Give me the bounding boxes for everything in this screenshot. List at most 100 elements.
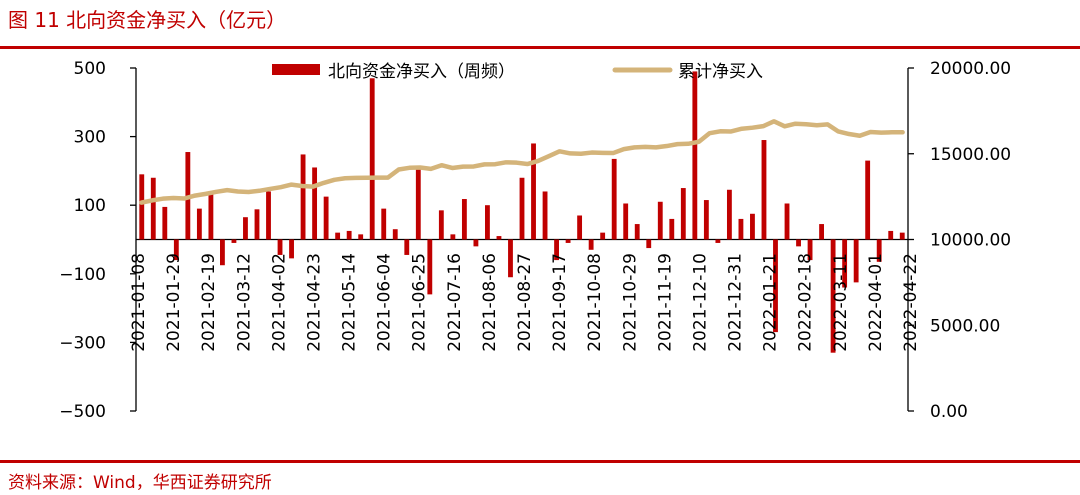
- bar: [438, 210, 444, 240]
- bar: [611, 158, 617, 240]
- x-tick-label: 2021-07-16: [445, 253, 465, 352]
- figure-title: 图 11 北向资金净买入（亿元）: [8, 8, 287, 32]
- x-tick-label: 2021-10-08: [585, 253, 605, 352]
- bar: [427, 239, 433, 295]
- bar: [300, 154, 306, 240]
- bar: [738, 218, 744, 240]
- x-tick-label: 2021-09-17: [550, 253, 570, 352]
- x-tick-label: 2022-01-21: [761, 253, 781, 352]
- bar: [277, 239, 283, 255]
- bar: [473, 239, 479, 247]
- x-axis-ticks: 2021-01-08 2021-01-29 2021-02-19 2021-03-12…: [129, 253, 921, 352]
- x-tick-label: 2022-04-01: [866, 253, 886, 352]
- bar: [312, 167, 318, 240]
- bar: [208, 193, 214, 240]
- legend-line-label: 累计净买入: [678, 62, 763, 82]
- bar: [807, 239, 813, 261]
- bar: [139, 174, 145, 240]
- bar: [750, 213, 755, 240]
- bottom-rule: [0, 460, 1080, 463]
- x-tick-label: 2021-12-10: [690, 253, 710, 352]
- bar: [565, 239, 571, 243]
- x-tick-label: 2021-10-29: [620, 253, 640, 352]
- left-tick-label: −300: [59, 333, 106, 353]
- bar: [588, 239, 594, 250]
- bar: [404, 239, 410, 255]
- bar: [646, 239, 652, 249]
- bar: [577, 215, 583, 240]
- bar: [819, 224, 824, 240]
- bar: [392, 229, 398, 240]
- x-tick-label: 2022-03-11: [831, 253, 851, 352]
- bar: [346, 230, 352, 240]
- bar: [461, 199, 467, 240]
- bar: [784, 203, 790, 240]
- x-tick-label: 2021-12-31: [726, 253, 746, 352]
- bar: [669, 218, 675, 240]
- bar: [323, 196, 329, 240]
- bar: [761, 140, 767, 240]
- bar: [496, 236, 502, 240]
- x-tick-label: 2021-03-12: [234, 253, 254, 352]
- x-tick-label: 2021-01-08: [129, 253, 149, 352]
- bar: [531, 143, 536, 240]
- bar: [369, 78, 375, 240]
- x-tick-label: 2021-04-02: [269, 253, 289, 352]
- x-tick-label: 2021-01-29: [164, 253, 184, 352]
- legend: 北向资金净买入（周频） 累计净买入: [272, 62, 763, 82]
- bar: [888, 230, 894, 240]
- left-tick-label: 300: [74, 128, 106, 148]
- bar: [830, 239, 836, 353]
- bar: [623, 203, 629, 240]
- x-tick-label: 2021-04-23: [304, 253, 324, 352]
- bar: [231, 239, 237, 243]
- left-tick-label: 100: [74, 196, 106, 216]
- top-rule: [0, 46, 1080, 49]
- bar: [634, 224, 640, 240]
- right-tick-label: 10000.00: [930, 231, 1011, 251]
- bar: [485, 205, 490, 240]
- bar-series: [139, 71, 905, 353]
- bar: [150, 177, 156, 240]
- line-series: [139, 119, 905, 205]
- right-axis-ticks: 20000.00 15000.00 10000.00 5000.00 0.00: [908, 59, 1011, 422]
- bar: [519, 177, 525, 240]
- bar: [450, 234, 456, 240]
- bar: [254, 209, 260, 240]
- bar: [865, 160, 871, 240]
- bar: [415, 169, 421, 240]
- x-tick-label: 2022-02-18: [796, 253, 816, 352]
- right-tick-label: 15000.00: [930, 145, 1011, 165]
- bar: [554, 239, 559, 261]
- x-tick-label: 2022-04-22: [901, 253, 921, 352]
- x-tick-label: 2021-06-25: [410, 253, 430, 352]
- left-axis-ticks: 500 300 100 −100 −300 −500: [59, 59, 136, 422]
- bar: [266, 191, 271, 240]
- bar: [600, 232, 606, 240]
- bar: [289, 239, 294, 259]
- x-tick-label: 2021-06-04: [375, 253, 395, 352]
- bar: [243, 217, 248, 240]
- bar: [657, 201, 663, 240]
- bar: [692, 71, 698, 240]
- bar: [796, 239, 801, 247]
- bar: [358, 234, 364, 240]
- bar: [726, 189, 732, 240]
- bar: [173, 239, 179, 261]
- bar: [773, 239, 778, 333]
- bar: [899, 232, 905, 240]
- bar: [335, 232, 341, 240]
- legend-bar-label: 北向资金净买入（周频）: [328, 62, 515, 82]
- right-tick-label: 0.00: [930, 402, 968, 422]
- bar: [876, 239, 882, 262]
- left-tick-label: −100: [59, 265, 106, 285]
- right-tick-label: 5000.00: [930, 316, 1000, 336]
- cumulative-line: [139, 119, 905, 205]
- bar: [715, 239, 721, 243]
- bar: [542, 191, 548, 240]
- x-tick-label: 2021-05-14: [340, 253, 360, 352]
- bar: [162, 206, 168, 240]
- right-tick-label: 20000.00: [930, 59, 1011, 79]
- bar: [853, 239, 859, 283]
- source-note: 资料来源：Wind，华西证券研究所: [8, 473, 272, 493]
